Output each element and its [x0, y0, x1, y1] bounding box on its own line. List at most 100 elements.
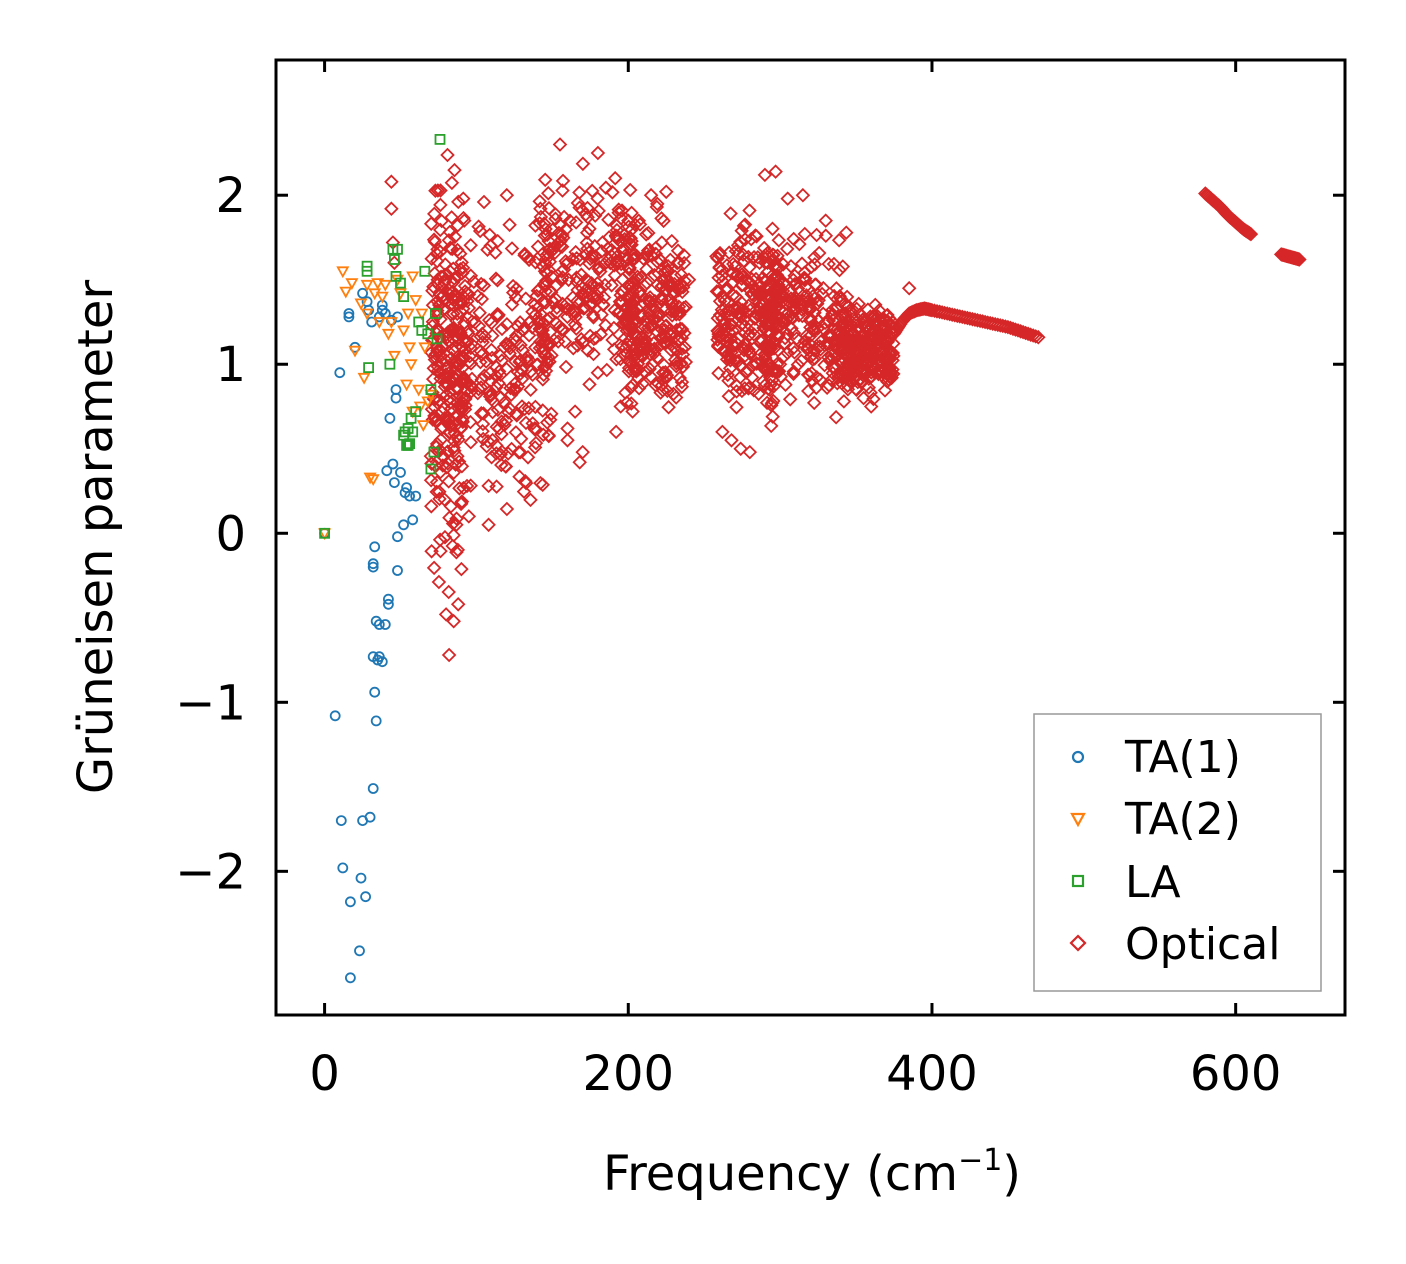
optical-point: [769, 268, 785, 283]
optical-point: [607, 267, 623, 283]
optical-point: [985, 316, 1000, 331]
optical-point: [745, 287, 760, 303]
ta2-point: [393, 288, 408, 301]
optical-point: [457, 278, 473, 294]
optical-point: [803, 301, 818, 317]
optical-point: [797, 226, 813, 242]
ta1-point: [367, 561, 379, 573]
optical-point: [561, 272, 576, 288]
optical-point: [474, 291, 490, 307]
optical-point: [597, 277, 613, 293]
optical-point: [579, 235, 595, 250]
optical-point: [765, 247, 780, 263]
optical-point: [712, 307, 728, 323]
ta1-point: [382, 593, 394, 605]
optical-point: [459, 478, 475, 494]
optical-point: [588, 330, 604, 346]
optical-point: [460, 310, 476, 325]
optical-point: [433, 197, 448, 213]
optical-point: [1015, 324, 1031, 340]
optical-point: [528, 435, 544, 451]
ta1-point: [404, 490, 416, 502]
optical-point: [450, 542, 466, 558]
optical-point: [613, 399, 628, 414]
optical-point: [463, 478, 478, 493]
optical-point: [499, 501, 515, 517]
optical-point: [727, 338, 742, 354]
data-points: [318, 133, 1307, 984]
optical-point: [1243, 226, 1259, 242]
ta1-point: [355, 872, 367, 884]
optical-point: [671, 255, 687, 270]
optical-point: [835, 259, 851, 274]
la-point: [319, 527, 331, 539]
optical-point: [756, 240, 772, 256]
optical-point: [639, 262, 654, 277]
ta1-point: [392, 565, 403, 576]
ta2-point: [381, 328, 395, 341]
optical-point: [542, 254, 558, 270]
optical-point: [384, 174, 399, 189]
optical-point: [641, 320, 656, 335]
optical-point: [471, 318, 487, 334]
optical-point: [488, 245, 503, 260]
optical-point: [438, 353, 454, 368]
optical-point: [880, 361, 896, 376]
optical-point: [742, 275, 758, 290]
optical-point: [498, 458, 513, 474]
optical-point: [764, 291, 779, 306]
optical-point: [607, 170, 623, 186]
ta1-point: [384, 412, 396, 424]
optical-point: [554, 264, 569, 279]
legend: TA(1) TA(2) LA Optical: [1033, 713, 1322, 992]
ta2-point: [397, 325, 411, 338]
optical-point: [502, 217, 517, 233]
optical-point: [437, 410, 452, 426]
ta2-point: [406, 271, 420, 284]
optical-point: [710, 338, 726, 353]
ta1-point: [364, 811, 376, 823]
optical-point: [629, 249, 645, 264]
optical-point: [711, 270, 726, 285]
optical-point: [871, 303, 887, 318]
optical-point: [443, 306, 458, 322]
optical-point: [955, 309, 970, 325]
optical-point: [509, 281, 524, 296]
optical-point: [440, 147, 455, 163]
optical-point: [789, 276, 804, 292]
optical-point: [544, 348, 559, 363]
optical-point: [798, 279, 813, 294]
optical-point: [423, 472, 439, 488]
optical-point: [849, 301, 864, 317]
ta2-point: [354, 298, 368, 311]
optical-point: [818, 213, 833, 228]
optical-point: [510, 364, 526, 380]
optical-point: [569, 321, 584, 336]
optical-point: [721, 310, 736, 325]
optical-point: [721, 388, 737, 404]
optical-point: [622, 260, 638, 276]
optical-point: [841, 331, 857, 346]
optical-point: [1292, 252, 1307, 267]
optical-point: [667, 269, 683, 285]
optical-point: [523, 382, 538, 397]
optical-point: [444, 175, 460, 191]
optical-point: [932, 304, 947, 320]
optical-point: [828, 409, 844, 425]
optical-point: [493, 367, 508, 383]
optical-point: [557, 334, 573, 349]
la-point: [361, 265, 373, 277]
optical-point: [735, 269, 751, 285]
optical-point: [605, 332, 620, 348]
optical-point: [473, 329, 489, 344]
optical-point: [426, 560, 442, 576]
optical-point: [521, 400, 537, 416]
optical-point: [521, 327, 537, 343]
optical-point: [780, 327, 795, 342]
optical-point: [476, 194, 492, 210]
optical-point: [460, 324, 476, 340]
optical-point: [937, 305, 952, 321]
la-point: [392, 243, 403, 255]
optical-point: [720, 281, 736, 297]
ta1-point: [398, 519, 410, 531]
